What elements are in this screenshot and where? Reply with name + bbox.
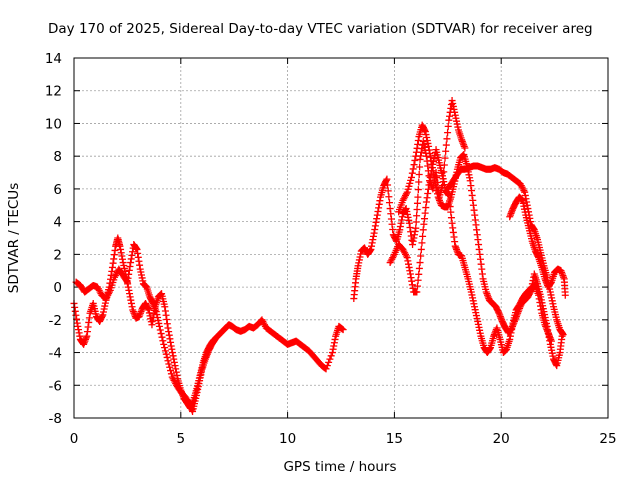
y-tick-label: -8 <box>49 411 62 427</box>
data-point <box>413 206 421 214</box>
data-point <box>411 156 419 164</box>
series-trace-g <box>506 193 569 299</box>
data-point <box>417 245 425 253</box>
x-tick-label: 5 <box>177 431 186 447</box>
data-point <box>159 337 167 345</box>
data-point <box>163 353 171 361</box>
data-point <box>417 252 425 260</box>
data-point <box>410 161 418 169</box>
data-point <box>157 330 165 338</box>
data-point <box>327 352 335 360</box>
data-point <box>442 141 450 149</box>
data-point <box>390 252 398 260</box>
y-tick-label: 2 <box>53 247 62 263</box>
data-point <box>443 135 451 143</box>
data-point <box>419 232 427 240</box>
data-point <box>161 347 169 355</box>
data-point <box>165 360 173 368</box>
data-point <box>158 333 166 341</box>
axis-ticks <box>73 57 609 419</box>
data-point <box>161 344 169 352</box>
plot-frame <box>73 57 609 419</box>
y-tick-label: 4 <box>53 215 62 231</box>
chart-title: Day 170 of 2025, Sidereal Day-to-day VTE… <box>48 21 593 37</box>
data-point <box>402 252 410 260</box>
y-tick-label: 12 <box>45 84 62 100</box>
data-marks <box>70 97 569 415</box>
y-tick-label: 6 <box>53 182 62 198</box>
data-point <box>444 129 452 137</box>
data-point <box>385 199 393 207</box>
data-point <box>416 259 424 267</box>
series-trace-b <box>72 241 219 415</box>
data-point <box>156 326 164 334</box>
data-point <box>408 169 416 177</box>
data-point <box>325 358 333 366</box>
data-point <box>415 178 423 186</box>
data-point <box>414 193 422 201</box>
x-tick-label: 0 <box>70 431 79 447</box>
data-point <box>413 199 421 207</box>
data-point <box>559 331 567 339</box>
data-point <box>338 325 346 333</box>
data-point <box>413 282 421 290</box>
y-tick-label: -2 <box>49 313 62 329</box>
data-point <box>407 173 415 181</box>
data-point <box>164 357 172 365</box>
data-point <box>162 350 170 358</box>
data-point <box>413 212 421 220</box>
y-tick-label: 14 <box>45 51 62 67</box>
x-axis-label: GPS time / hours <box>283 459 396 475</box>
data-point <box>167 370 175 378</box>
data-point <box>105 288 113 296</box>
x-tick-label: 20 <box>493 431 510 447</box>
data-point <box>326 355 334 363</box>
data-point <box>339 326 347 334</box>
y-tick-labels: -8 -6 -4 -2 0 2 4 6 8 10 12 14 <box>45 51 62 427</box>
data-point <box>444 122 452 130</box>
data-point <box>561 291 569 299</box>
x-tick-label: 15 <box>386 431 403 447</box>
series-trace-c <box>350 97 469 303</box>
data-point <box>384 187 392 195</box>
data-point <box>155 322 163 330</box>
data-point <box>415 171 423 179</box>
data-point <box>520 187 528 195</box>
y-tick-label: 8 <box>53 149 62 165</box>
data-point <box>402 190 410 198</box>
data-point <box>418 239 426 247</box>
y-tick-label: 0 <box>53 280 62 296</box>
data-point <box>442 147 450 155</box>
data-point <box>416 163 424 171</box>
y-axis-label: SDTVAR / TECUs <box>6 183 22 293</box>
x-tick-labels: 0 5 10 15 20 25 <box>70 431 617 447</box>
data-point <box>323 362 331 370</box>
data-point <box>384 181 392 189</box>
data-point <box>461 144 469 152</box>
data-point <box>415 270 423 278</box>
data-point <box>414 186 422 194</box>
y-tick-label: -6 <box>49 378 62 394</box>
data-point <box>412 224 420 232</box>
data-point <box>322 365 330 373</box>
data-point <box>167 367 175 375</box>
x-tick-label: 10 <box>279 431 296 447</box>
x-tick-label: 25 <box>599 431 616 447</box>
y-tick-label: 10 <box>45 116 62 132</box>
data-point <box>412 218 420 226</box>
data-point <box>415 264 423 272</box>
data-point <box>385 193 393 201</box>
data-point <box>409 165 417 173</box>
data-point <box>441 154 449 162</box>
data-point <box>160 340 168 348</box>
y-tick-label: -4 <box>49 346 62 362</box>
plot-grid <box>74 58 608 418</box>
data-point <box>211 335 219 343</box>
data-point <box>413 288 421 296</box>
data-point <box>383 175 391 183</box>
data-point <box>166 363 174 371</box>
data-point <box>414 276 422 284</box>
